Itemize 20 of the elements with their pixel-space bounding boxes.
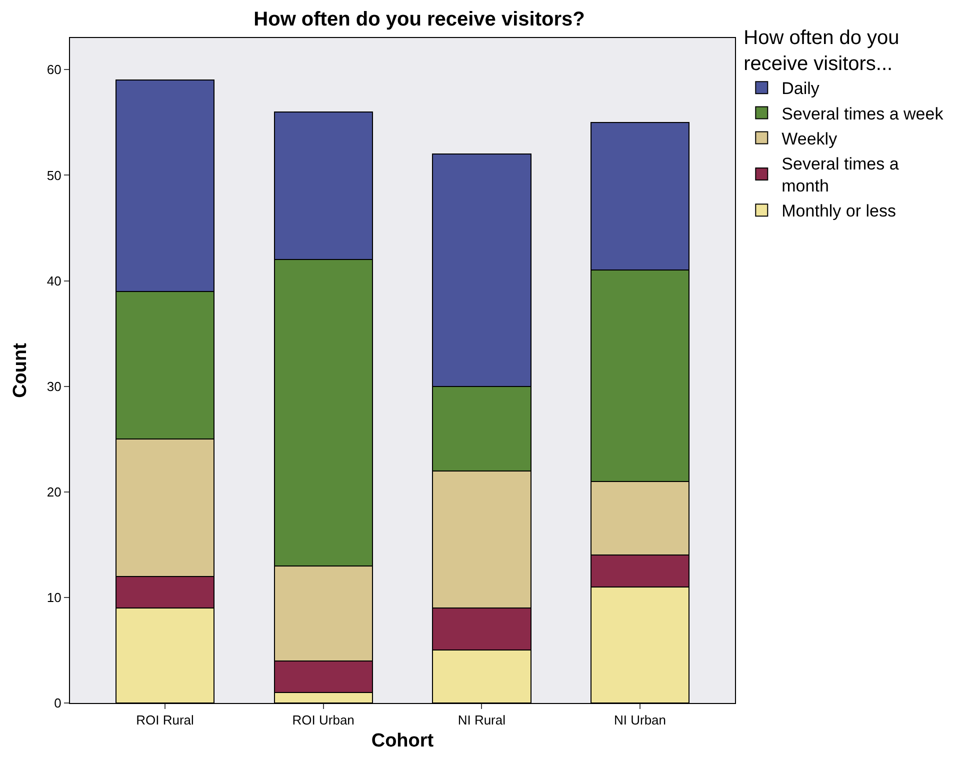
legend-label: Several times a month [782,154,900,196]
y-tick-label: 0 [54,696,62,711]
legend-label: Daily [782,79,820,98]
x-axis-title: Cohort [371,730,434,752]
legend-label: Monthly or less [782,202,896,221]
x-tick-label: ROI Urban [292,712,354,728]
y-axis-title: Count [10,342,31,398]
x-tick-label: ROI Rural [136,712,194,728]
y-tick-label: 60 [46,62,62,78]
y-tick-label: 20 [46,484,62,500]
legend-title: How often do you receive visitors... [744,27,900,76]
legend-label: Several times a week [782,104,944,124]
y-tick-label: 10 [46,590,62,605]
legend-label: Weekly [782,129,838,148]
x-tick-label: NI Rural [458,712,506,728]
x-tick-label: NI Urban [614,712,666,728]
y-tick-label: 50 [46,168,62,183]
chart-title: How often do you receive visitors? [254,8,585,30]
y-tick-label: 30 [46,378,62,394]
y-tick-label: 40 [46,273,62,288]
